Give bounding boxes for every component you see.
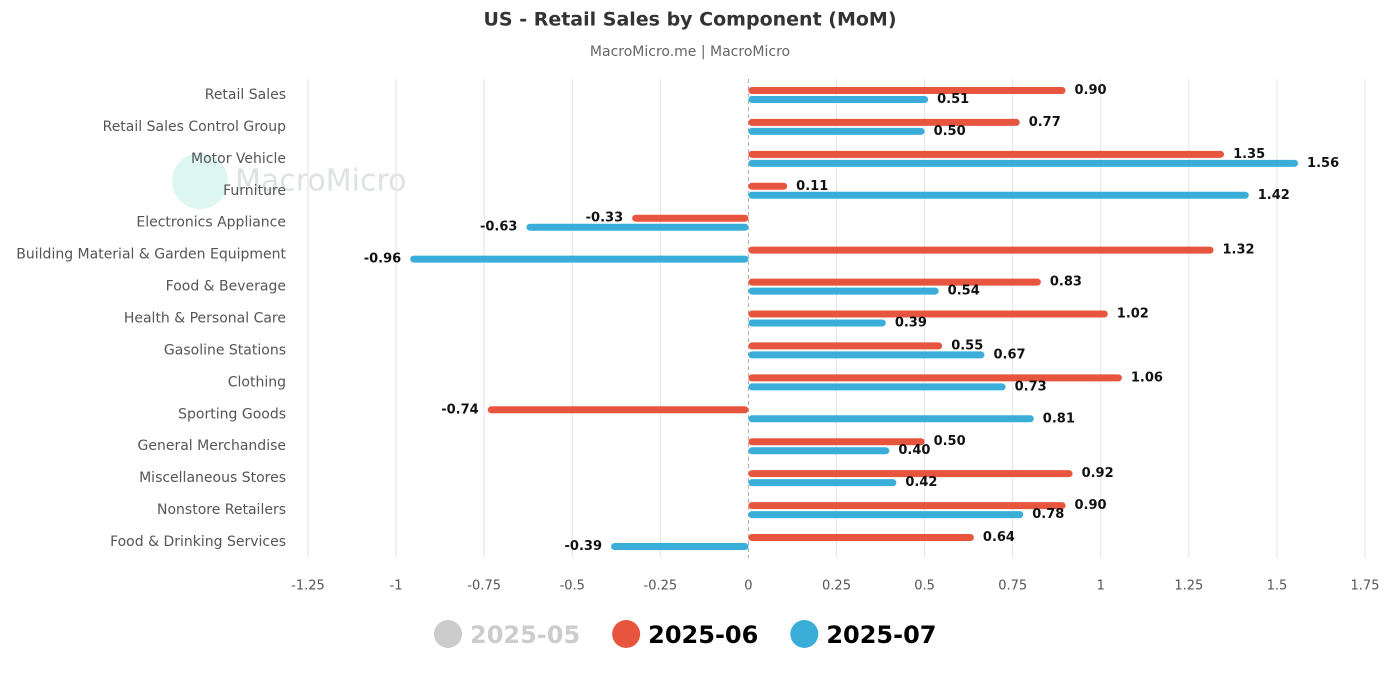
bar [748,287,939,295]
data-label: -0.96 [364,252,401,267]
bar [748,86,1066,94]
x-tick-label: -0.25 [644,579,678,594]
x-tick-label: -1 [390,579,403,594]
bar [748,534,974,542]
data-label: 0.11 [796,179,828,194]
data-label: 0.64 [983,530,1015,545]
bar [748,319,886,327]
data-label: 0.39 [895,316,927,331]
x-tick-label: 0 [744,579,752,594]
data-label: 0.50 [934,124,966,139]
bar [748,342,943,350]
y-tick-label: Health & Personal Care [124,311,286,327]
bar [748,127,925,135]
bar [526,223,749,231]
data-label: 0.77 [1029,115,1061,130]
data-label: 0.73 [1015,379,1047,394]
x-tick-label: 0.75 [998,579,1027,594]
bar [748,191,1249,199]
data-label: -0.63 [480,220,517,235]
y-tick-label: Building Material & Garden Equipment [16,247,286,263]
data-label: 0.90 [1075,498,1107,513]
x-tick-label: -1.25 [291,579,325,594]
y-tick-label: Clothing [228,374,286,390]
bar [748,447,890,455]
data-label: 1.06 [1131,370,1163,385]
bar [748,118,1020,126]
y-tick-label: Nonstore Retailers [157,502,286,518]
x-tick-label: 1.5 [1267,579,1288,594]
y-tick-label: Retail Sales Control Group [103,119,287,135]
x-tick-label: -0.75 [467,579,501,594]
bar [748,159,1299,167]
bar [748,310,1108,318]
data-label: 1.32 [1222,243,1254,258]
y-tick-label: Furniture [223,183,286,199]
bar [611,543,749,551]
data-label: 0.42 [905,475,937,490]
x-tick-label: 0.25 [822,579,851,594]
data-label: 0.92 [1082,466,1114,481]
x-tick-label: -0.5 [560,579,585,594]
legend-label[interactable]: 2025-06 [648,621,758,649]
bar [748,502,1066,510]
legend-marker[interactable] [612,620,641,648]
bar [748,246,1214,254]
legend-label[interactable]: 2025-05 [470,621,580,649]
x-tick-label: 1.75 [1351,579,1380,594]
data-label: 0.40 [898,443,930,458]
bar [748,479,897,487]
data-label: 0.78 [1032,507,1064,522]
bar [748,470,1073,478]
y-tick-label: Sporting Goods [178,406,286,422]
data-label: 1.35 [1233,147,1265,162]
chart-title: US - Retail Sales by Component (MoM) [483,9,896,31]
bar [748,351,985,359]
y-tick-label: Food & Drinking Services [110,534,286,550]
x-tick-label: 0.5 [914,579,935,594]
x-tick-label: 1 [1097,579,1105,594]
data-label: 1.42 [1258,188,1290,203]
x-tick-label: 1.25 [1174,579,1203,594]
data-label: 0.81 [1043,411,1075,426]
bar [410,255,749,263]
y-tick-label: Gasoline Stations [164,342,286,358]
bar [748,374,1122,382]
data-label: 0.50 [934,434,966,449]
data-label: 0.54 [948,284,980,299]
data-label: -0.33 [586,211,623,226]
watermark: MacroMicro [235,164,407,199]
y-tick-label: Food & Beverage [166,279,286,295]
bar [748,438,925,446]
bar [748,150,1225,158]
watermark-logo [172,153,228,209]
legend-label[interactable]: 2025-07 [826,621,936,649]
bar [748,95,929,103]
bar [748,415,1034,423]
y-tick-label: Electronics Appliance [136,215,286,231]
bar [748,383,1006,391]
legend-marker[interactable] [790,620,819,648]
bar [487,406,749,414]
bar [748,182,788,190]
chart-subtitle: MacroMicro.me | MacroMicro [590,44,790,60]
data-label: 0.67 [993,347,1025,362]
legend-marker[interactable] [434,620,462,648]
data-label: 0.55 [951,338,983,353]
bar [748,278,1041,286]
data-label: 0.51 [937,92,969,107]
data-label: 1.02 [1117,307,1149,322]
data-label: 0.90 [1075,83,1107,98]
y-tick-label: Retail Sales [205,87,286,103]
bar [632,214,749,222]
data-label: 0.83 [1050,275,1082,290]
bar [748,511,1024,519]
y-tick-label: General Merchandise [138,438,286,454]
data-label: 1.56 [1307,156,1339,171]
data-label: -0.39 [565,539,602,554]
y-tick-label: Motor Vehicle [191,151,286,167]
y-tick-label: Miscellaneous Stores [139,470,286,486]
data-label: -0.74 [441,402,478,417]
